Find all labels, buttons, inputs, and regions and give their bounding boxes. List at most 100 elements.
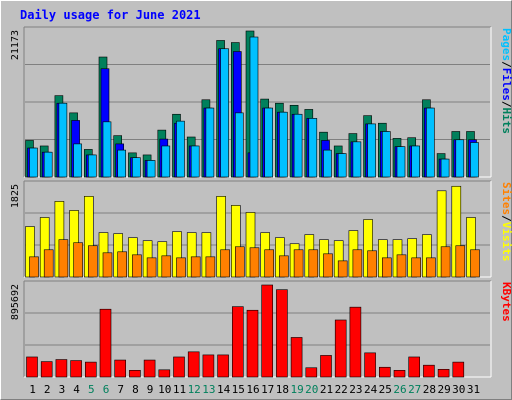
day-label: 9 bbox=[147, 383, 154, 396]
bottom-panel-max-label: 895692 bbox=[10, 284, 21, 320]
kbytes-bar bbox=[261, 284, 274, 378]
sites-bar bbox=[323, 253, 333, 278]
day-label: 14 bbox=[217, 383, 231, 396]
legend-label: / bbox=[500, 61, 512, 68]
pages-bar bbox=[293, 113, 303, 178]
pages-bar bbox=[88, 154, 97, 178]
pages-bar bbox=[396, 146, 406, 178]
kbytes-bar bbox=[349, 306, 362, 378]
day-label: 26 bbox=[393, 383, 406, 396]
sites-bar bbox=[455, 245, 466, 278]
pages-bar bbox=[470, 142, 479, 178]
sites-bar bbox=[411, 257, 422, 278]
sites-bar bbox=[440, 246, 451, 278]
sites-bar bbox=[58, 239, 69, 278]
day-label: 30 bbox=[452, 383, 465, 396]
pages-bar bbox=[440, 158, 450, 178]
pages-bar bbox=[455, 139, 465, 178]
kbytes-bar bbox=[202, 354, 215, 378]
pages-bar bbox=[117, 149, 126, 178]
kbytes-bar bbox=[246, 309, 259, 378]
pages-bar bbox=[426, 107, 435, 178]
pages-bar bbox=[367, 123, 376, 178]
day-label: 22 bbox=[335, 383, 348, 396]
kbytes-bar bbox=[99, 308, 112, 378]
kbytes-bar bbox=[393, 370, 406, 378]
kbytes-bar bbox=[437, 368, 450, 378]
legend-label: Files bbox=[500, 68, 512, 101]
sites-bar bbox=[146, 257, 157, 278]
day-label: 11 bbox=[173, 383, 186, 396]
sites-bar bbox=[43, 249, 54, 278]
pages-bar bbox=[146, 160, 156, 178]
kbytes-bar bbox=[320, 355, 332, 378]
legend-label: / bbox=[500, 101, 512, 108]
sites-bar bbox=[235, 246, 245, 278]
pages-bar bbox=[352, 141, 362, 178]
sites-bar bbox=[279, 255, 289, 278]
pages-bar bbox=[249, 36, 259, 178]
kbytes-bar bbox=[452, 361, 465, 378]
sites-bar bbox=[264, 249, 275, 278]
kbytes-bar bbox=[290, 337, 303, 378]
pages-bar bbox=[337, 153, 347, 178]
sites-bar bbox=[132, 254, 142, 278]
sites-bar bbox=[367, 250, 377, 278]
sites-bar bbox=[205, 256, 216, 278]
sites-bar bbox=[102, 252, 113, 278]
kbytes-bar bbox=[158, 369, 171, 378]
day-label: 8 bbox=[132, 383, 139, 396]
pages-bar bbox=[29, 147, 38, 178]
pages-bar bbox=[220, 48, 229, 178]
kbytes-bar bbox=[114, 359, 126, 378]
pages-bar bbox=[132, 157, 141, 178]
sites-bar bbox=[220, 249, 230, 278]
kbytes-bar bbox=[40, 361, 53, 378]
kbytes-bar bbox=[70, 360, 82, 378]
day-label: 1 bbox=[29, 383, 36, 396]
day-label: 20 bbox=[305, 383, 318, 396]
top-panel-max-label: 21173 bbox=[10, 30, 21, 60]
chart-title: Daily usage for June 2021 bbox=[20, 8, 201, 22]
kbytes-bar bbox=[187, 351, 200, 378]
pages-bar bbox=[279, 111, 288, 178]
day-label: 31 bbox=[467, 383, 480, 396]
middle-panel-max-label: 1825 bbox=[10, 184, 21, 208]
day-label: 15 bbox=[232, 383, 245, 396]
kbytes-bar bbox=[173, 356, 185, 378]
day-label: 6 bbox=[103, 383, 110, 396]
kbytes-bar bbox=[305, 367, 318, 378]
pages-bar bbox=[323, 149, 332, 178]
sites-bar bbox=[73, 242, 83, 278]
kbytes-bar bbox=[55, 359, 68, 378]
day-label: 16 bbox=[246, 383, 259, 396]
pages-bar bbox=[264, 107, 274, 178]
pages-bar bbox=[308, 118, 318, 178]
day-label: 19 bbox=[290, 383, 303, 396]
day-label: 2 bbox=[44, 383, 51, 396]
pages-bar bbox=[190, 145, 200, 178]
bottom-panel-legend: KBytes bbox=[500, 282, 512, 322]
middle-panel-legend: Sites/Visits bbox=[500, 182, 512, 262]
kbytes-bar bbox=[334, 319, 347, 378]
legend-label: / bbox=[500, 215, 512, 222]
sites-bar bbox=[381, 257, 392, 278]
sites-bar bbox=[293, 249, 304, 278]
kbytes-bar bbox=[26, 356, 38, 378]
day-label: 12 bbox=[188, 383, 201, 396]
legend-label: Hits bbox=[500, 108, 512, 135]
pages-bar bbox=[58, 102, 68, 178]
legend-label: Visits bbox=[500, 222, 512, 262]
pages-bar bbox=[161, 145, 171, 178]
sites-bar bbox=[161, 255, 172, 278]
kbytes-bar bbox=[143, 359, 156, 378]
day-label: 18 bbox=[276, 383, 289, 396]
sites-bar bbox=[88, 245, 98, 278]
pages-bar bbox=[411, 145, 421, 178]
top-panel-legend: Pages/Files/Hits bbox=[500, 28, 512, 134]
pages-bar bbox=[73, 143, 82, 178]
kbytes-bar bbox=[408, 356, 421, 378]
sites-bar bbox=[176, 257, 186, 278]
day-label: 24 bbox=[364, 383, 378, 396]
sites-bar bbox=[29, 256, 39, 278]
